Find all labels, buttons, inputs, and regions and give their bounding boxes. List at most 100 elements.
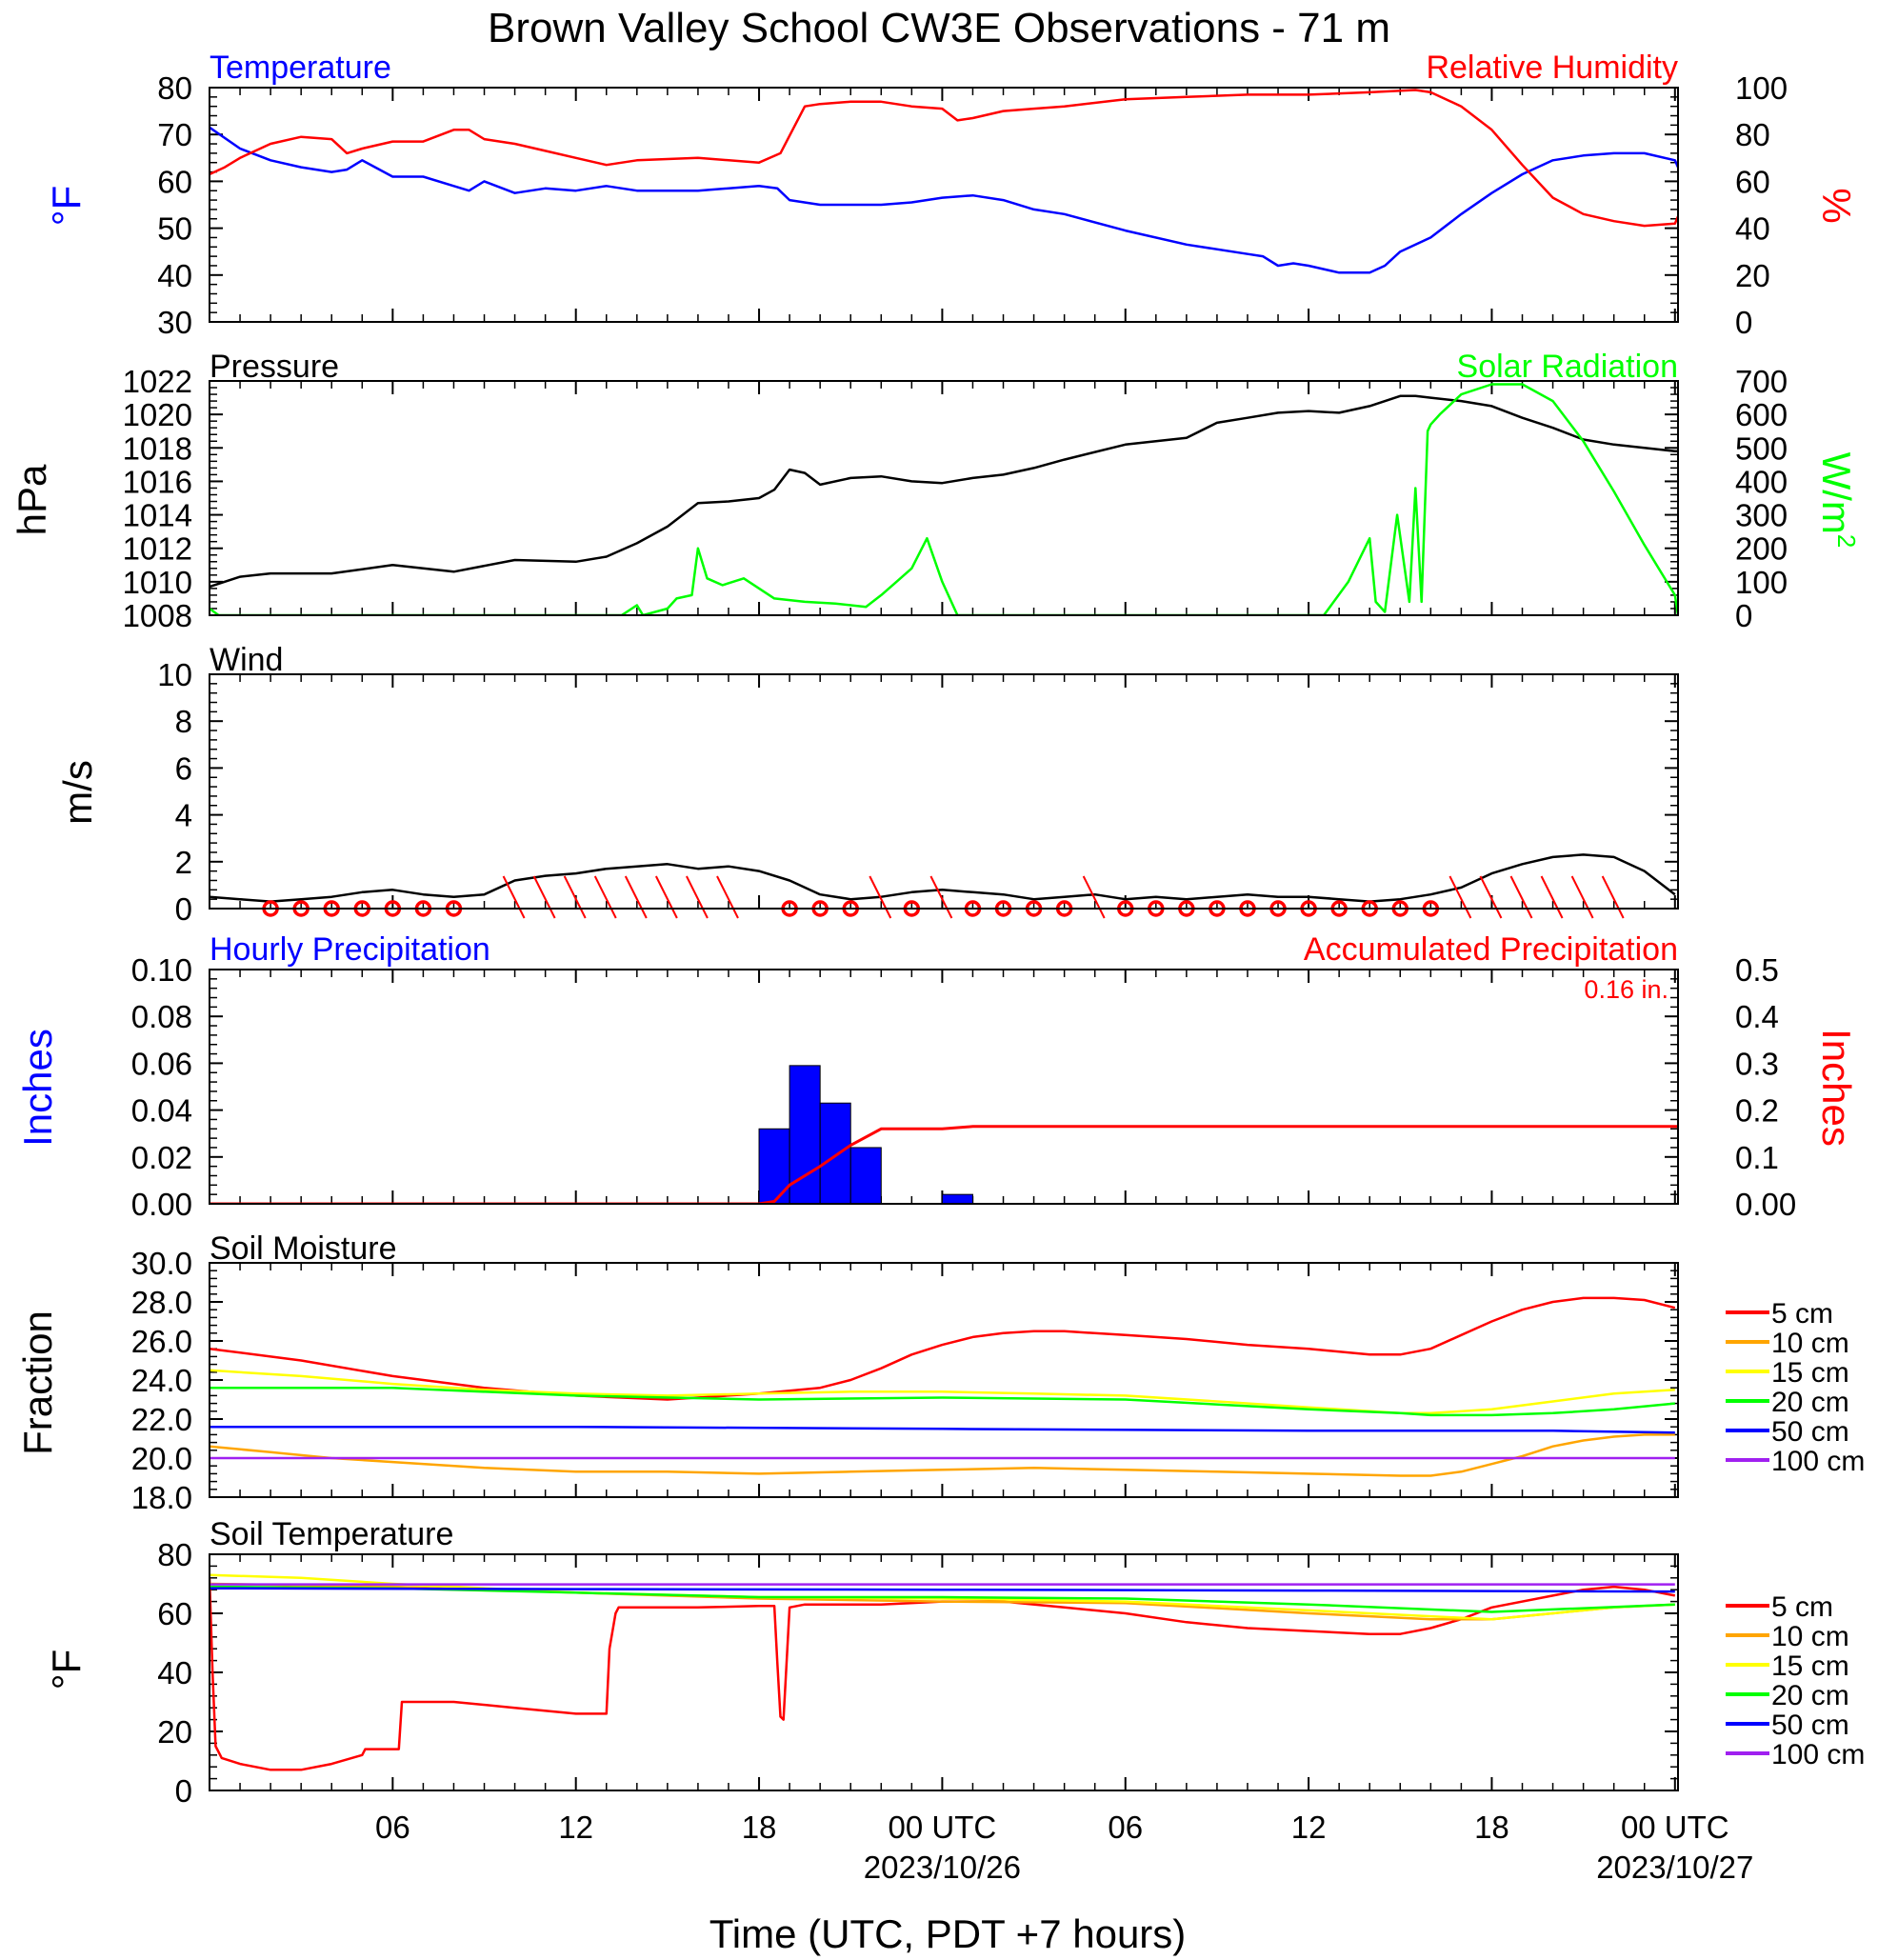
accum-precip-title: Accumulated Precipitation: [1304, 931, 1678, 968]
y-tick-label: 1014: [123, 498, 192, 533]
accum-precip-axis-label: Inches: [1814, 1029, 1859, 1147]
precipitation-panel: Hourly Precipitation Accumulated Precipi…: [15, 931, 1859, 1222]
soil-moisture-axis-label: Fraction: [15, 1310, 60, 1455]
series-solar-radiation-line: [210, 383, 1678, 615]
series-pressure-line: [210, 394, 1678, 589]
precip-bar: [941, 1193, 973, 1205]
y-tick-label: 24.0: [131, 1363, 192, 1398]
wind-barb-staff: [654, 875, 678, 919]
y-tick-label: 0.08: [131, 999, 192, 1034]
legend-10cm-label: 10 cm: [1771, 1328, 1849, 1359]
y-tick-label-right: 200: [1735, 531, 1788, 567]
y-tick-label-right: 600: [1735, 397, 1788, 432]
legend-10cm-label: 10 cm: [1771, 1621, 1849, 1652]
series-50-cm-line: [210, 1587, 1675, 1593]
y-tick-label: 0.06: [131, 1046, 192, 1081]
temperature-title: Temperature: [210, 50, 391, 86]
y-tick-label: 1022: [123, 364, 192, 399]
soil-moisture-panel: Soil Moisture Fraction 18.0 20.0 22.0 24.0 2…: [15, 1230, 1865, 1515]
precip-bar: [819, 1102, 851, 1205]
wind-barb-staff: [532, 875, 556, 919]
y-tick-label: 4: [175, 798, 192, 833]
y-tick-label: 1018: [123, 430, 192, 466]
wind-barb-staff: [502, 875, 526, 919]
pressure-title: Pressure: [210, 349, 339, 385]
y-tick-label: 18.0: [131, 1480, 192, 1515]
wind-barb-staff: [686, 875, 709, 919]
y-tick-label: 1010: [123, 565, 192, 600]
wind-barb-staff: [1540, 875, 1564, 919]
panel-frame: [209, 1553, 1679, 1791]
hourly-precip-title: Hourly Precipitation: [210, 931, 490, 968]
y-tick-label-right: 20: [1735, 258, 1770, 293]
y-tick-label: 28.0: [131, 1285, 192, 1320]
series-wind-line: [210, 853, 1676, 903]
series-relative-humidity-line: [210, 89, 1678, 228]
y-tick-label-right: 40: [1735, 211, 1770, 247]
panel-frame: [209, 87, 1679, 323]
temperature-panel-content: 30 40 50 60 70 80 0 20 40 60 80 100: [157, 70, 1788, 340]
wind-barb-staff: [716, 875, 739, 919]
temperature-axis-label: °F: [44, 186, 89, 226]
y-tick-label: 30.0: [131, 1246, 192, 1281]
hourly-precip-axis-label: Inches: [15, 1029, 60, 1147]
solar-axis-exponent: 2: [1832, 534, 1861, 548]
accumulated-precip-line: [210, 1125, 1678, 1204]
y-tick-label-right: 100: [1735, 565, 1788, 600]
panel-frame: [209, 380, 1679, 616]
accum-precip-total: 0.16 in.: [1584, 975, 1668, 1004]
y-tick-label: 80: [157, 70, 192, 106]
legend-50cm-label: 50 cm: [1771, 1710, 1849, 1741]
y-tick-label: 0.02: [131, 1140, 192, 1175]
series-20-cm-line: [210, 1386, 1675, 1417]
legend-5cm-label: 5 cm: [1771, 1298, 1833, 1330]
panel-frame: [209, 1262, 1679, 1498]
y-tick-label: 40: [157, 1655, 192, 1690]
solar-title: Solar Radiation: [1457, 349, 1678, 385]
y-tick-label-right: 100: [1735, 70, 1788, 106]
x-tick-label: 06: [1108, 1810, 1143, 1845]
legend-15cm-label: 15 cm: [1771, 1357, 1849, 1389]
wind-title: Wind: [210, 642, 283, 678]
soil-moisture-title: Soil Moisture: [210, 1230, 397, 1267]
x-tick-label: 18: [742, 1810, 777, 1845]
wind-panel: Wind m/s 0 2 4 6 8 10: [55, 642, 1679, 927]
series-temperature-line: [210, 126, 1678, 274]
wind-barb-staff: [1448, 875, 1472, 919]
y-tick-label: 26.0: [131, 1324, 192, 1359]
wind-barb-staff: [929, 875, 953, 919]
x-tick-label: 12: [558, 1810, 593, 1845]
y-tick-label-right: 400: [1735, 464, 1788, 499]
series-10-cm-line: [210, 1433, 1675, 1477]
legend-20cm-label: 20 cm: [1771, 1387, 1849, 1418]
wind-barb-staff: [1509, 875, 1533, 919]
y-tick-label: 1012: [123, 531, 192, 567]
y-tick-label: 0.04: [131, 1093, 192, 1129]
y-tick-label-right: 0.00: [1735, 1187, 1796, 1222]
y-tick-label: 30: [157, 305, 192, 340]
y-tick-label-right: 0.4: [1735, 999, 1779, 1034]
wind-barb-staff: [1082, 875, 1106, 919]
y-tick-label: 40: [157, 258, 192, 293]
soil-temperature-title: Soil Temperature: [210, 1516, 453, 1552]
series-15-cm-line: [210, 1369, 1675, 1415]
wind-barb-staff: [593, 875, 617, 919]
pressure-solar-panel: Pressure Solar Radiation hPa W/m2 100810…: [10, 349, 1861, 633]
y-tick-label: 6: [175, 750, 192, 786]
x-tick-label: 12: [1291, 1810, 1327, 1845]
chart-title: Brown Valley School CW3E Observations - …: [488, 5, 1390, 51]
legend-5cm-label: 5 cm: [1771, 1591, 1833, 1623]
series-50-cm-line: [210, 1425, 1675, 1434]
precip-bar: [758, 1128, 790, 1205]
y-tick-label: 20: [157, 1714, 192, 1750]
y-tick-label: 50: [157, 211, 192, 247]
temperature-humidity-panel: Temperature Relative Humidity °F % 30 40 5…: [44, 50, 1859, 340]
panel-frame: [209, 969, 1679, 1205]
y-tick-label: 1020: [123, 397, 192, 432]
legend-15cm-label: 15 cm: [1771, 1650, 1849, 1682]
